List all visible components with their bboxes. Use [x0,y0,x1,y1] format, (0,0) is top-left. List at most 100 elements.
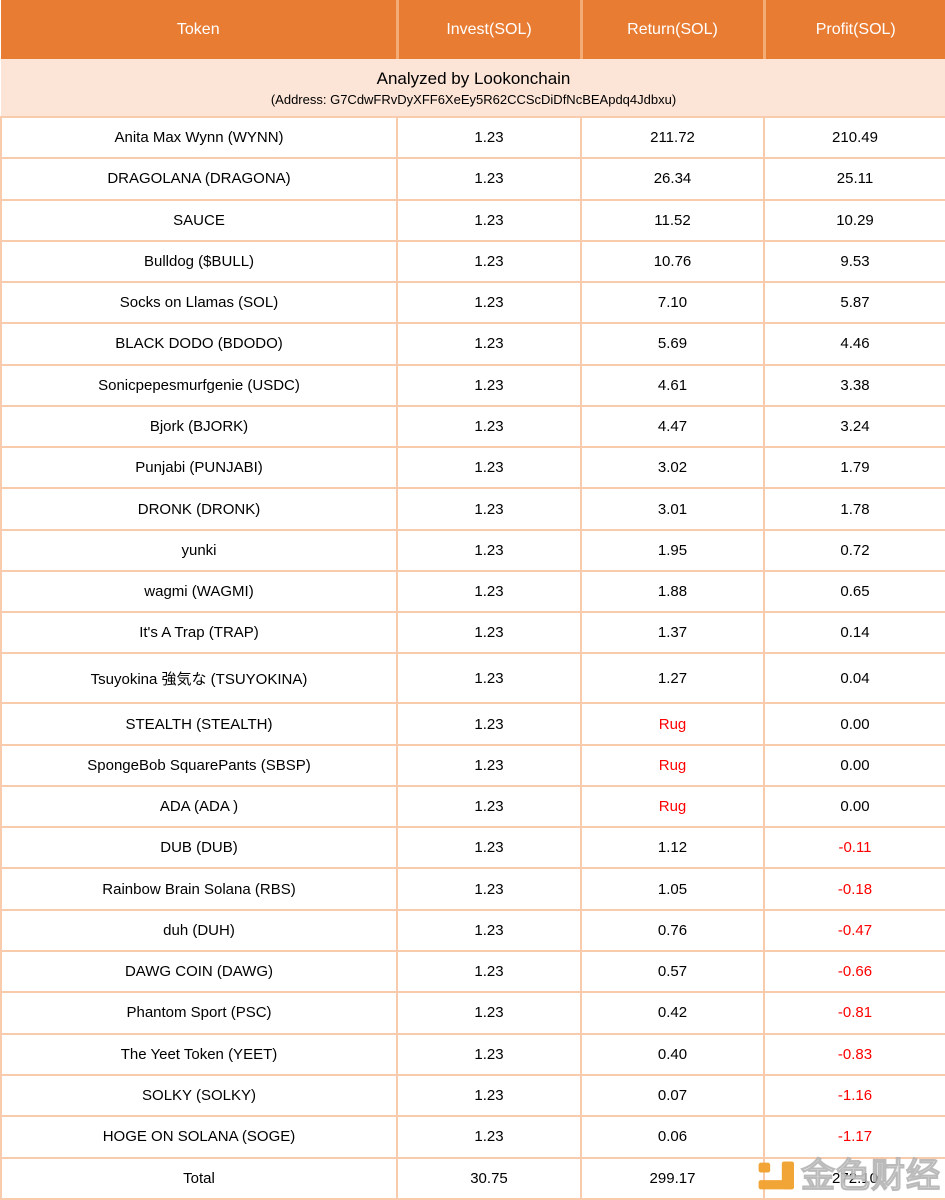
profit-cell: -1.17 [763,1115,945,1159]
table-row: wagmi (WAGMI) 1.23 1.88 0.65 [0,569,945,614]
token-cell: yunki [0,528,398,572]
invest-cell: 1.23 [396,908,582,953]
return-cell: 0.40 [580,1032,765,1076]
column-header-return: Return(SOL) [579,0,764,59]
token-cell: Sonicpepesmurfgenie (USDC) [0,363,398,407]
return-cell: 0.42 [580,991,765,1035]
invest-cell: 1.23 [396,1073,582,1118]
profit-cell: 1.79 [763,446,945,490]
table-row: Phantom Sport (PSC) 1.23 0.42 -0.81 [0,991,945,1035]
invest-cell: 1.23 [396,239,582,284]
table-row: The Yeet Token (YEET) 1.23 0.40 -0.83 [0,1032,945,1076]
invest-cell: 1.23 [396,1115,582,1159]
return-cell: 1.37 [580,611,765,655]
return-cell: 3.02 [580,446,765,490]
column-header-profit: Profit(SOL) [762,0,945,59]
token-cell: DRONK (DRONK) [0,487,398,531]
invest-cell: 1.23 [396,652,582,705]
token-cell: SpongeBob SquarePants (SBSP) [0,743,398,787]
invest-cell: 1.23 [396,1032,582,1076]
profit-cell: 0.00 [763,784,945,829]
invest-cell: 1.23 [396,363,582,407]
table-row: It's A Trap (TRAP) 1.23 1.37 0.14 [0,611,945,655]
token-cell: Phantom Sport (PSC) [0,991,398,1035]
table-row: DRONK (DRONK) 1.23 3.01 1.78 [0,487,945,531]
invest-cell: 1.23 [396,446,582,490]
table-row: Socks on Llamas (SOL) 1.23 7.10 5.87 [0,281,945,325]
invest-cell: 1.23 [396,528,582,572]
profit-cell: 0.65 [763,569,945,614]
total-invest-cell: 30.75 [396,1156,582,1200]
table-row: Sonicpepesmurfgenie (USDC) 1.23 4.61 3.3… [0,363,945,407]
invest-cell: 1.23 [396,157,582,201]
return-cell: 211.72 [580,115,765,160]
total-row: Total 30.75 299.17 272.10 [0,1156,945,1200]
profit-cell: 210.49 [763,115,945,160]
return-cell: 1.12 [580,826,765,870]
token-cell: DAWG COIN (DAWG) [0,950,398,994]
token-cell: DUB (DUB) [0,826,398,870]
return-cell: Rug [580,784,765,829]
token-cell: SOLKY (SOLKY) [0,1073,398,1118]
table-row: DRAGOLANA (DRAGONA) 1.23 26.34 25.11 [0,157,945,201]
return-cell: 1.27 [580,652,765,705]
token-cell: It's A Trap (TRAP) [0,611,398,655]
return-cell: 5.69 [580,322,765,366]
table-row: SAUCE 1.23 11.52 10.29 [0,198,945,242]
wallet-address: (Address: G7CdwFRvDyXFF6XeEy5R62CCScDiDf… [270,91,677,107]
profit-cell: -0.47 [763,908,945,953]
table-row: DAWG COIN (DAWG) 1.23 0.57 -0.66 [0,950,945,994]
token-cell: The Yeet Token (YEET) [0,1032,398,1076]
invest-cell: 1.23 [396,867,582,911]
column-header-invest: Invest(SOL) [395,0,581,59]
token-table-body: Anita Max Wynn (WYNN) 1.23 211.72 210.49… [0,115,945,1159]
table-row: BLACK DODO (BDODO) 1.23 5.69 4.46 [0,322,945,366]
token-cell: DRAGOLANA (DRAGONA) [0,157,398,201]
invest-cell: 1.23 [396,611,582,655]
return-cell: 1.88 [580,569,765,614]
table-row: duh (DUH) 1.23 0.76 -0.47 [0,908,945,953]
token-cell: Punjabi (PUNJABI) [0,446,398,490]
profit-cell: -0.83 [763,1032,945,1076]
token-cell: SAUCE [0,198,398,242]
return-cell: 0.07 [580,1073,765,1118]
table-row: Rainbow Brain Solana (RBS) 1.23 1.05 -0.… [0,867,945,911]
token-cell: Bulldog ($BULL) [0,239,398,284]
profit-cell: 0.04 [763,652,945,705]
profit-cell: 25.11 [763,157,945,201]
token-cell: ADA (ADA ) [0,784,398,829]
invest-cell: 1.23 [396,281,582,325]
total-return-cell: 299.17 [580,1156,765,1200]
total-profit-cell: 272.10 [763,1156,945,1200]
profit-cell: -0.11 [763,826,945,870]
invest-cell: 1.23 [396,487,582,531]
profit-cell: 3.38 [763,363,945,407]
total-label-cell: Total [0,1156,398,1200]
token-cell: BLACK DODO (BDODO) [0,322,398,366]
profit-cell: 0.00 [763,743,945,787]
profit-cell: -0.81 [763,991,945,1035]
profit-cell: 1.78 [763,487,945,531]
table-row: Punjabi (PUNJABI) 1.23 3.02 1.79 [0,446,945,490]
return-cell: 4.47 [580,404,765,449]
subheader-cell: Analyzed by Lookonchain (Address: G7CdwF… [1,59,945,117]
return-cell: 10.76 [580,239,765,284]
profit-cell: -0.66 [763,950,945,994]
return-cell: Rug [580,702,765,746]
table-row: HOGE ON SOLANA (SOGE) 1.23 0.06 -1.17 [0,1115,945,1159]
invest-cell: 1.23 [396,784,582,829]
invest-cell: 1.23 [396,702,582,746]
table-row: ADA (ADA ) 1.23 Rug 0.00 [0,784,945,829]
table-row: STEALTH (STEALTH) 1.23 Rug 0.00 [0,702,945,746]
token-cell: Tsuyokina 強気な (TSUYOKINA) [0,652,398,705]
invest-cell: 1.23 [396,198,582,242]
column-header-token: Token [1,0,397,59]
token-cell: STEALTH (STEALTH) [0,702,398,746]
profit-cell: 4.46 [763,322,945,366]
invest-cell: 1.23 [396,569,582,614]
profit-cell: 0.72 [763,528,945,572]
token-cell: Anita Max Wynn (WYNN) [0,115,398,160]
table-row: Bulldog ($BULL) 1.23 10.76 9.53 [0,239,945,284]
